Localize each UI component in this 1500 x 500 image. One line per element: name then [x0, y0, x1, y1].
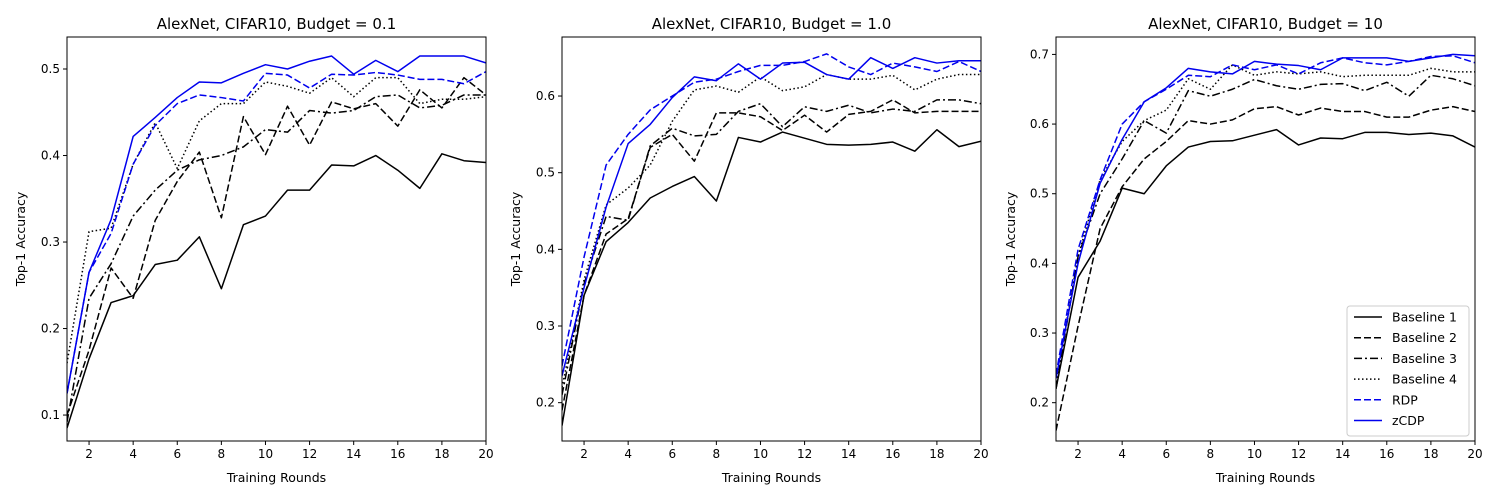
chart-title: AlexNet, CIFAR10, Budget = 10 [1148, 15, 1383, 33]
series-line-baseline-1 [562, 129, 981, 426]
y-tick-label: 0.6 [536, 89, 555, 103]
y-tick-label: 0.7 [1030, 47, 1049, 61]
series-line-baseline-3 [1056, 74, 1475, 389]
y-tick-label: 0.3 [1030, 326, 1049, 340]
x-axis-label: Training Rounds [1215, 470, 1315, 485]
y-tick-label: 0.3 [536, 319, 555, 333]
x-tick-label: 16 [390, 447, 405, 461]
legend-label: zCDP [1392, 413, 1425, 428]
legend-label: Baseline 2 [1392, 330, 1457, 345]
x-tick-label: 18 [1423, 447, 1438, 461]
x-tick-label: 14 [1335, 447, 1350, 461]
legend-label: Baseline 4 [1392, 372, 1457, 387]
series-line-zcdp [67, 55, 486, 394]
x-axis-label: Training Rounds [721, 470, 821, 485]
x-tick-label: 2 [85, 447, 93, 461]
y-tick-label: 0.4 [1030, 256, 1049, 270]
x-tick-label: 14 [841, 447, 856, 461]
x-tick-label: 10 [753, 447, 768, 461]
series-line-zcdp [562, 56, 981, 377]
y-tick-label: 0.3 [41, 235, 60, 249]
y-tick-label: 0.5 [41, 62, 60, 76]
series-line-baseline-3 [562, 99, 981, 396]
y-axis-label: Top-1 Accuracy [1003, 191, 1018, 287]
y-tick-label: 0.2 [536, 396, 555, 410]
x-tick-label: 16 [1379, 447, 1394, 461]
y-tick-label: 0.2 [41, 322, 60, 336]
y-tick-label: 0.4 [41, 149, 60, 163]
x-tick-label: 16 [885, 447, 900, 461]
y-tick-label: 0.1 [41, 408, 60, 422]
legend-label: Baseline 3 [1392, 351, 1457, 366]
y-tick-label: 0.5 [1030, 187, 1049, 201]
x-tick-label: 18 [929, 447, 944, 461]
series-line-baseline-2 [67, 76, 486, 416]
series-line-baseline-3 [67, 94, 486, 423]
x-tick-label: 14 [346, 447, 361, 461]
x-tick-label: 2 [1074, 447, 1082, 461]
chart-title: AlexNet, CIFAR10, Budget = 0.1 [157, 15, 397, 33]
axes-frame [561, 36, 982, 442]
series-line-rdp [67, 70, 486, 394]
x-tick-label: 20 [973, 447, 988, 461]
plot-area: 2 4 6 8 10 12 14 16 18 20 0.1 0.2 0.3 0.4 0.5 [41, 36, 494, 461]
x-tick-label: 20 [478, 447, 493, 461]
x-tick-label: 4 [129, 447, 137, 461]
y-tick-label: 0.6 [1030, 117, 1049, 131]
x-tick-label: 6 [1162, 447, 1170, 461]
axes-frame [66, 36, 487, 442]
chart-panel-budget-10: AlexNet, CIFAR10, Budget = 10 2 4 6 8 10 12 14… [1003, 15, 1483, 485]
series-group [67, 55, 486, 429]
y-tick-label: 0.4 [536, 242, 555, 256]
x-tick-label: 12 [1291, 447, 1306, 461]
series-group [562, 53, 981, 426]
legend: Baseline 1 Baseline 2 Baseline 3 Baseline 4… [1346, 305, 1470, 437]
y-axis-label: Top-1 Accuracy [508, 191, 523, 287]
x-tick-label: 12 [797, 447, 812, 461]
x-axis-label: Training Rounds [226, 470, 326, 485]
series-line-baseline-4 [1056, 64, 1475, 382]
series-line-rdp [1056, 55, 1475, 375]
legend-label: Baseline 1 [1392, 310, 1457, 325]
series-line-baseline-4 [562, 73, 981, 388]
series-line-baseline-1 [1056, 128, 1475, 389]
chart-panel-budget-0-1: AlexNet, CIFAR10, Budget = 0.1 2 4 6 8 10 12 1… [13, 15, 494, 485]
x-tick-label: 8 [1207, 447, 1215, 461]
chart-title: AlexNet, CIFAR10, Budget = 1.0 [652, 15, 892, 33]
x-tick-label: 18 [434, 447, 449, 461]
x-tick-label: 8 [218, 447, 226, 461]
x-tick-label: 6 [173, 447, 181, 461]
x-tick-label: 4 [624, 447, 632, 461]
axes-frame [1055, 36, 1476, 442]
legend-frame [1346, 305, 1470, 437]
x-tick-label: 10 [1247, 447, 1262, 461]
x-tick-label: 8 [713, 447, 721, 461]
x-tick-label: 20 [1467, 447, 1482, 461]
y-axis-label: Top-1 Accuracy [13, 191, 28, 287]
x-tick-label: 12 [302, 447, 317, 461]
series-group [1056, 53, 1475, 431]
x-tick-label: 10 [258, 447, 273, 461]
plot-area: 2 4 6 8 10 12 14 16 18 20 0.2 0.3 0.4 0.5 0.6 [536, 36, 989, 461]
legend-label: RDP [1392, 392, 1418, 407]
series-line-zcdp [1056, 53, 1475, 379]
plot-area: 2 4 6 8 10 12 14 16 18 20 0.2 0.3 0.4 0.5 0.6 0.7 [1030, 36, 1483, 461]
chart-panel-budget-1-0: AlexNet, CIFAR10, Budget = 1.0 2 4 6 8 10 12 1… [508, 15, 989, 485]
series-line-baseline-1 [67, 153, 486, 429]
x-tick-label: 2 [580, 447, 588, 461]
x-tick-label: 6 [668, 447, 676, 461]
x-tick-label: 4 [1118, 447, 1126, 461]
y-tick-label: 0.2 [1030, 396, 1049, 410]
series-line-baseline-2 [1056, 105, 1475, 431]
y-tick-label: 0.5 [536, 166, 555, 180]
